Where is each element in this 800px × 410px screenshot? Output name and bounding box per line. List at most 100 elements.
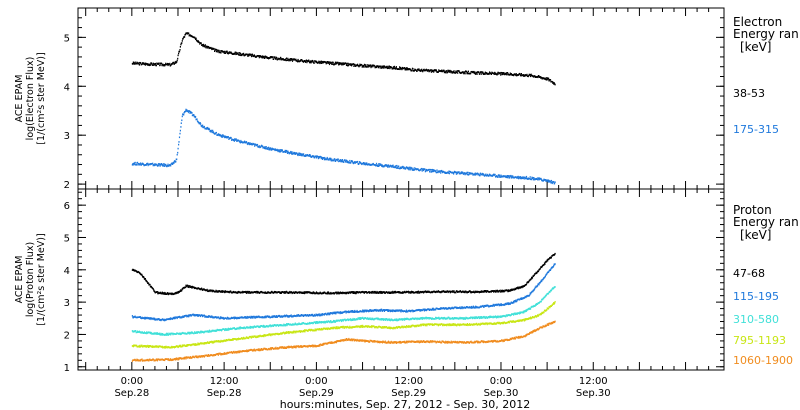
data-point: [230, 51, 232, 54]
data-point: [413, 69, 415, 72]
legend-item-310-580: 310-580: [733, 313, 779, 326]
data-point: [233, 317, 235, 320]
data-point: [338, 62, 340, 64]
data-point: [169, 332, 171, 335]
data-point: [468, 173, 470, 176]
data-point: [313, 155, 315, 158]
data-point: [458, 70, 460, 72]
data-point: [166, 334, 168, 336]
data-point: [536, 271, 538, 274]
data-point: [392, 67, 394, 70]
data-point: [275, 325, 277, 327]
data-point: [283, 292, 285, 294]
data-point: [318, 314, 320, 317]
data-point: [156, 332, 158, 334]
data-point: [430, 171, 432, 173]
data-point: [377, 165, 379, 167]
data-point: [181, 289, 183, 292]
data-point: [331, 61, 333, 64]
data-point: [166, 165, 169, 167]
data-point: [380, 65, 382, 68]
data-point: [347, 64, 349, 67]
data-point: [548, 77, 550, 80]
series-47-68: [131, 252, 556, 296]
data-point: [307, 60, 309, 63]
data-point: [256, 290, 258, 293]
data-point: [394, 166, 396, 169]
data-point: [520, 73, 522, 75]
data-point: [318, 61, 320, 63]
data-point: [169, 318, 171, 321]
data-point: [265, 55, 267, 58]
data-point: [363, 163, 365, 166]
data-point: [351, 319, 354, 321]
data-point: [396, 164, 398, 167]
data-point: [151, 63, 153, 65]
data-point: [286, 290, 288, 293]
data-point: [141, 317, 143, 320]
data-point: [144, 345, 146, 347]
data-point: [237, 291, 239, 294]
data-point: [369, 163, 371, 166]
data-point: [507, 290, 509, 293]
data-point: [210, 47, 212, 50]
data-point: [374, 65, 376, 67]
data-point: [133, 162, 135, 164]
data-point: [371, 290, 373, 293]
data-point: [334, 311, 337, 314]
data-point: [538, 177, 540, 179]
data-point: [507, 72, 509, 74]
data-point: [346, 63, 348, 65]
data-point: [376, 317, 379, 320]
data-point: [431, 309, 433, 311]
data-point: [430, 71, 432, 73]
data-point: [545, 180, 547, 182]
data-point: [392, 164, 394, 167]
data-point: [403, 319, 405, 321]
data-point: [233, 140, 235, 142]
data-point: [164, 64, 166, 67]
data-point: [219, 133, 221, 136]
data-point: [390, 318, 392, 320]
data-point: [163, 163, 165, 165]
data-point: [339, 312, 341, 315]
data-point: [366, 162, 368, 164]
data-point: [497, 315, 499, 318]
data-point: [438, 69, 440, 71]
data-point: [409, 292, 411, 294]
data-point: [238, 52, 241, 54]
data-point: [382, 319, 385, 321]
data-point: [430, 69, 432, 71]
data-point: [227, 329, 229, 331]
data-point: [494, 173, 496, 176]
data-point: [206, 45, 208, 48]
data-point: [459, 172, 462, 175]
data-point: [312, 292, 314, 295]
data-point: [266, 325, 268, 327]
data-point: [521, 297, 523, 299]
data-point: [215, 50, 217, 53]
data-point: [292, 59, 295, 61]
data-point: [415, 69, 417, 71]
data-point: [496, 316, 498, 319]
data-point: [553, 287, 555, 290]
data-point: [383, 67, 385, 69]
data-point: [318, 156, 320, 158]
data-point: [149, 317, 151, 319]
data-point: [469, 173, 471, 175]
data-point: [488, 73, 490, 75]
data-point: [159, 64, 161, 66]
data-point: [263, 325, 265, 327]
data-point: [544, 263, 546, 265]
data-point: [211, 129, 213, 132]
data-point: [548, 80, 550, 82]
data-point: [274, 56, 276, 58]
data-point: [439, 308, 441, 310]
data-point: [387, 309, 389, 311]
data-point: [287, 291, 289, 294]
data-point: [300, 315, 302, 317]
data-point: [258, 56, 260, 59]
data-point: [447, 290, 449, 292]
data-point: [178, 141, 180, 143]
legend-unit: [keV]: [740, 40, 771, 54]
